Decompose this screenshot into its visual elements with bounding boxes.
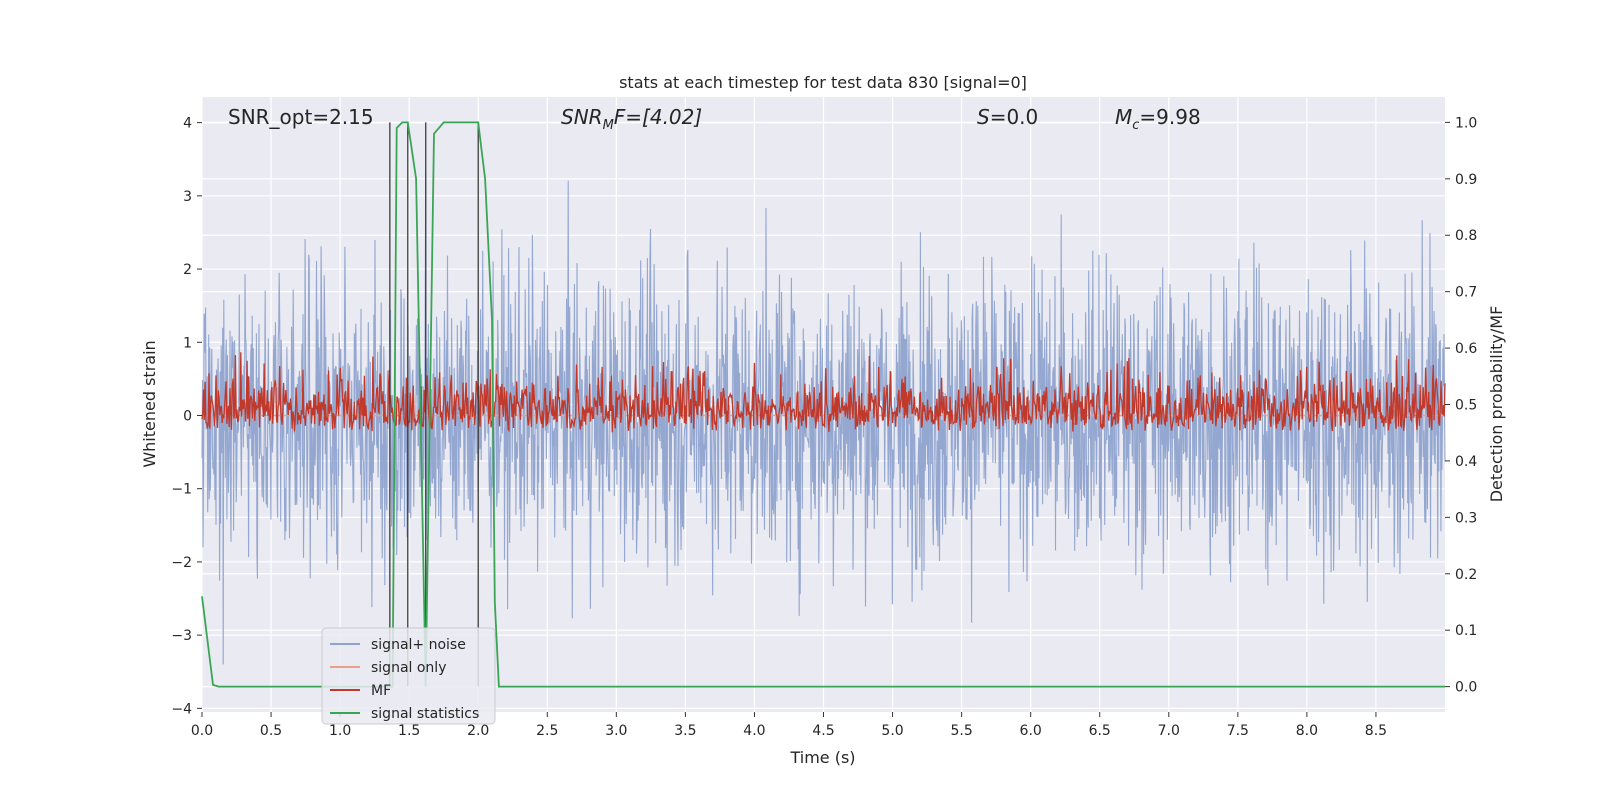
- y-tick-label-right: 0.0: [1455, 680, 1477, 696]
- y-tick-label-right: 1.0: [1455, 115, 1477, 131]
- y-tick-label-left: −4: [171, 701, 192, 717]
- y-tick-label-right: 0.5: [1455, 398, 1477, 414]
- annotation-mc-rest: =9.98: [1139, 105, 1200, 129]
- y-tick-label-right: 0.7: [1455, 285, 1477, 301]
- x-tick-label: 0.0: [191, 723, 213, 739]
- x-tick-label: 3.0: [605, 723, 627, 739]
- annotation-snr-mf: SNRMF=[4.02]: [561, 105, 702, 133]
- x-tick-label: 2.5: [536, 723, 558, 739]
- x-tick-label: 4.5: [812, 723, 834, 739]
- grid: [201, 97, 1445, 712]
- y-axis-label-left: Whitened strain: [140, 340, 159, 467]
- series-mf: [201, 352, 1446, 433]
- y-tick-label-left: −1: [171, 482, 192, 498]
- y-tick-label-left: 3: [183, 189, 192, 205]
- annotation-snr-opt: SNR_opt=2.15: [228, 105, 374, 129]
- y-tick-label-right: 0.1: [1455, 623, 1477, 639]
- annotation-mc: Mc=9.98: [1115, 105, 1201, 133]
- x-tick-label: 0.5: [260, 723, 282, 739]
- x-tick-label: 5.0: [881, 723, 903, 739]
- annotation-s-italic: S: [977, 105, 990, 129]
- annotation-snr-mf-sub: M: [603, 118, 614, 133]
- y-axis-label-right: Detection probability/MF: [1487, 306, 1506, 503]
- x-tick-label: 8.0: [1296, 723, 1318, 739]
- x-tick-label: 1.0: [329, 723, 351, 739]
- x-axis-label: Time (s): [789, 748, 855, 767]
- x-tick-label: 1.5: [398, 723, 420, 739]
- annotation-mc-sub: c: [1132, 118, 1139, 133]
- legend-label: signal+ noise: [371, 637, 466, 653]
- y-tick-label-left: 4: [183, 116, 192, 132]
- axes: 0.0 0.5 1.0 1.5 2.0 2.5 3.0 3.5 4.0 4.5 5.0 5.5 6.0 6…: [171, 115, 1477, 739]
- y-tick-label-left: −2: [171, 555, 192, 571]
- x-tick-label: 6.0: [1020, 723, 1042, 739]
- legend-label: signal only: [371, 660, 446, 676]
- y-tick-label-left: 2: [183, 262, 192, 278]
- y-tick-label-right: 0.2: [1455, 567, 1477, 583]
- y-tick-label-right: 0.6: [1455, 341, 1477, 357]
- annotation-s-rest: =0.0: [990, 105, 1039, 129]
- chart-title: stats at each timestep for test data 830…: [619, 73, 1027, 92]
- legend-box: [321, 627, 496, 725]
- y-tick-label-left: −3: [171, 628, 192, 644]
- legend-label: MF: [371, 683, 391, 699]
- x-tick-label: 6.5: [1089, 723, 1111, 739]
- annotations: SNR_opt=2.15 SNRMF=[4.02] S=0.0 Mc=9.98: [228, 105, 1201, 133]
- y-tick-label-left: 0: [183, 408, 192, 424]
- annotation-snr-mf-rest: F=[4.02]: [614, 105, 702, 129]
- x-tick-label: 5.5: [950, 723, 972, 739]
- annotation-snr-mf-main: SNR: [561, 105, 603, 129]
- series-signal-noise: [201, 174, 1446, 665]
- x-tick-label: 7.0: [1158, 723, 1180, 739]
- y-tick-label-right: 0.3: [1455, 510, 1477, 526]
- legend: signal+ noise signal only MF signal statist…: [321, 627, 496, 725]
- x-tick-label: 3.5: [674, 723, 696, 739]
- y-tick-label-right: 0.9: [1455, 172, 1477, 188]
- x-tick-label: 4.0: [743, 723, 765, 739]
- y-tick-label-right: 0.4: [1455, 454, 1477, 470]
- annotation-s: S=0.0: [977, 105, 1038, 129]
- y-tick-label-right: 0.8: [1455, 228, 1477, 244]
- legend-label: signal statistics: [371, 706, 479, 722]
- x-tick-label: 7.5: [1227, 723, 1249, 739]
- x-tick-label: 2.0: [467, 723, 489, 739]
- y-tick-label-left: 1: [183, 335, 192, 351]
- x-tick-label: 8.5: [1365, 723, 1387, 739]
- annotation-mc-main: M: [1115, 105, 1132, 129]
